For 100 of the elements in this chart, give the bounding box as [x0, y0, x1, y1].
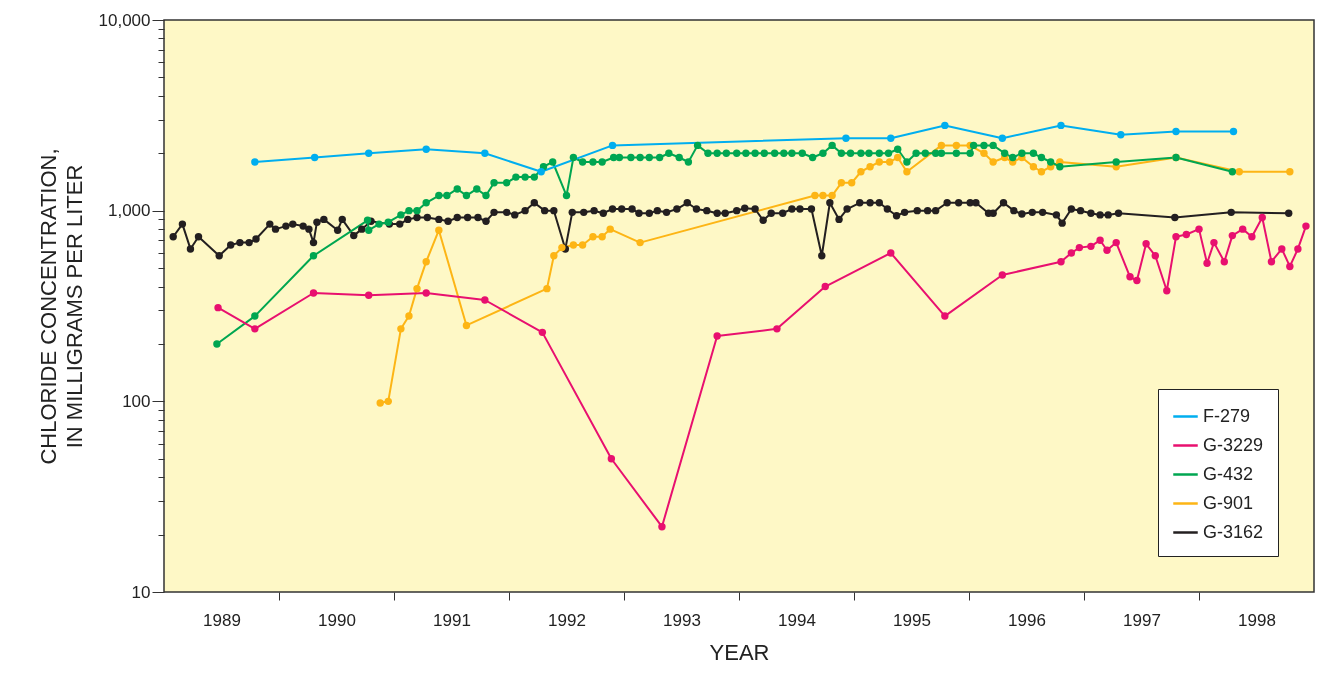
x-tick-label: 1998 [1238, 610, 1276, 630]
point [893, 153, 902, 162]
point [636, 238, 644, 247]
point [1278, 245, 1286, 253]
point [481, 296, 489, 304]
x-tick-label: 1993 [663, 610, 701, 630]
point [481, 149, 489, 157]
point [1163, 287, 1171, 295]
y-tick-label: 100 [122, 391, 151, 411]
x-tick-label: 1992 [548, 610, 586, 630]
point [1029, 163, 1038, 171]
y-tick-label: 1,000 [107, 201, 151, 221]
point [598, 233, 606, 241]
point [405, 312, 413, 320]
point [550, 252, 558, 260]
x-tick-label: 1991 [433, 610, 471, 630]
y-axis-title: CHLORIDE CONCENTRATION, IN MILLIGRAMS PER LITER [35, 148, 87, 465]
point [589, 233, 597, 241]
point [1229, 127, 1238, 136]
point [952, 141, 961, 150]
point [1075, 243, 1084, 252]
point [364, 149, 373, 157]
point [606, 225, 614, 233]
point [1220, 257, 1229, 266]
x-axis-title: YEAR [709, 639, 770, 665]
point [608, 141, 617, 150]
point [1151, 252, 1160, 260]
point [607, 455, 616, 463]
point [1142, 240, 1150, 248]
point [1248, 233, 1256, 241]
x-tick-label: 1990 [318, 610, 356, 630]
point [376, 399, 384, 407]
point [837, 179, 846, 187]
point [1172, 233, 1180, 241]
point [384, 397, 392, 406]
point [1057, 257, 1065, 266]
point [422, 257, 430, 266]
point [1258, 213, 1266, 222]
point [937, 141, 946, 150]
point [1067, 249, 1076, 257]
point [1195, 225, 1203, 233]
point [998, 271, 1007, 279]
point [821, 282, 829, 291]
point [1117, 131, 1125, 139]
point [310, 153, 319, 162]
point [885, 158, 894, 166]
x-tick-label: 1997 [1123, 610, 1161, 630]
point [1286, 262, 1294, 271]
point [1126, 273, 1134, 281]
legend-label: F-279 [1203, 405, 1251, 426]
y-tick-label: 10 [131, 582, 151, 602]
legend-label: G-901 [1203, 492, 1254, 513]
point [1238, 225, 1247, 233]
point [1103, 246, 1111, 254]
point [713, 332, 721, 340]
point [658, 523, 666, 531]
point [980, 149, 988, 157]
point [543, 284, 551, 293]
point [364, 291, 373, 299]
point [903, 168, 911, 176]
point [842, 134, 850, 142]
point [866, 163, 874, 171]
point [989, 158, 997, 166]
point [569, 241, 578, 249]
point [887, 134, 895, 142]
point [1172, 127, 1180, 136]
point [998, 134, 1007, 142]
point [941, 121, 949, 130]
point [462, 321, 471, 330]
point [1210, 238, 1218, 247]
point [538, 328, 547, 337]
legend-label: G-432 [1203, 463, 1254, 484]
point [413, 284, 421, 293]
x-tick-label: 1989 [203, 610, 241, 630]
point [1182, 230, 1191, 239]
point [773, 325, 781, 333]
point [941, 312, 949, 320]
point [819, 191, 827, 200]
legend-label: G-3162 [1203, 521, 1264, 542]
point [1286, 168, 1294, 176]
point [1228, 231, 1237, 240]
point [1267, 257, 1276, 266]
point [857, 168, 865, 176]
x-tick-label: 1994 [778, 610, 816, 630]
point [251, 158, 259, 166]
point [875, 158, 884, 166]
point [422, 289, 430, 297]
point [1037, 168, 1046, 176]
point [828, 191, 836, 200]
point [558, 243, 566, 252]
point [1294, 245, 1302, 253]
point [1087, 242, 1095, 251]
point [1057, 121, 1065, 130]
point [1112, 238, 1120, 247]
point [1203, 259, 1211, 267]
point [1133, 276, 1141, 285]
point [847, 179, 856, 187]
point [1096, 236, 1104, 244]
point [422, 145, 430, 153]
point [1235, 168, 1243, 176]
